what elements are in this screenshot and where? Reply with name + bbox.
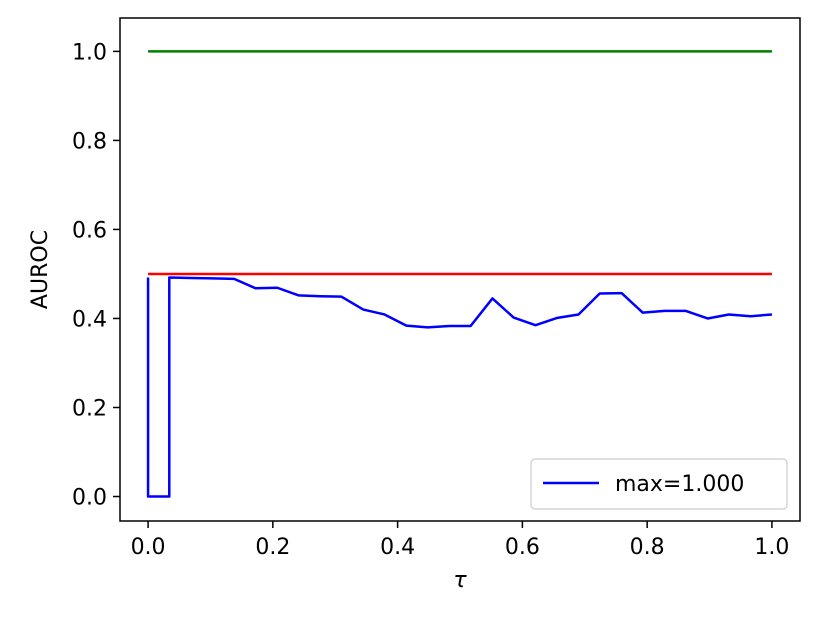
- y-axis-label: AUROC: [28, 230, 53, 309]
- plot-frame: [119, 17, 801, 522]
- x-tick-label: 0.4: [380, 535, 415, 560]
- y-tick-label: 0.2: [72, 396, 107, 421]
- x-tick-label: 0.0: [131, 535, 166, 560]
- legend-entry-label: max=1.000: [615, 472, 744, 497]
- y-tick-label: 0.4: [72, 307, 107, 332]
- series-line-0: [146, 276, 773, 498]
- x-tick-label: 0.6: [505, 535, 540, 560]
- x-tick-label: 1.0: [754, 535, 789, 560]
- y-tick-label: 1.0: [72, 40, 107, 65]
- x-axis: 0.0 0.2 0.4 0.6 0.8 1.0: [131, 521, 789, 560]
- series-layer: [146, 50, 773, 498]
- x-tick-label: 0.2: [255, 535, 290, 560]
- y-tick-label: 0.0: [72, 486, 107, 511]
- y-axis: 0.0 0.2 0.4 0.6 0.8 1.0: [72, 40, 120, 511]
- plot-area: [119, 17, 801, 522]
- x-tick-label: 0.8: [630, 535, 665, 560]
- legend: max=1.000: [530, 458, 788, 510]
- x-axis-label: τ: [453, 568, 467, 593]
- y-tick-label: 0.6: [72, 218, 107, 243]
- legend-box: [530, 458, 788, 510]
- y-tick-label: 0.8: [72, 129, 107, 154]
